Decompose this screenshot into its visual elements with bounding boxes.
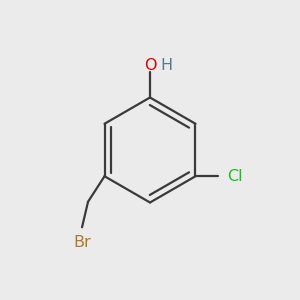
Text: Cl: Cl	[228, 169, 243, 184]
Text: O: O	[144, 58, 156, 73]
Text: Br: Br	[73, 235, 91, 250]
Text: H: H	[160, 58, 172, 73]
